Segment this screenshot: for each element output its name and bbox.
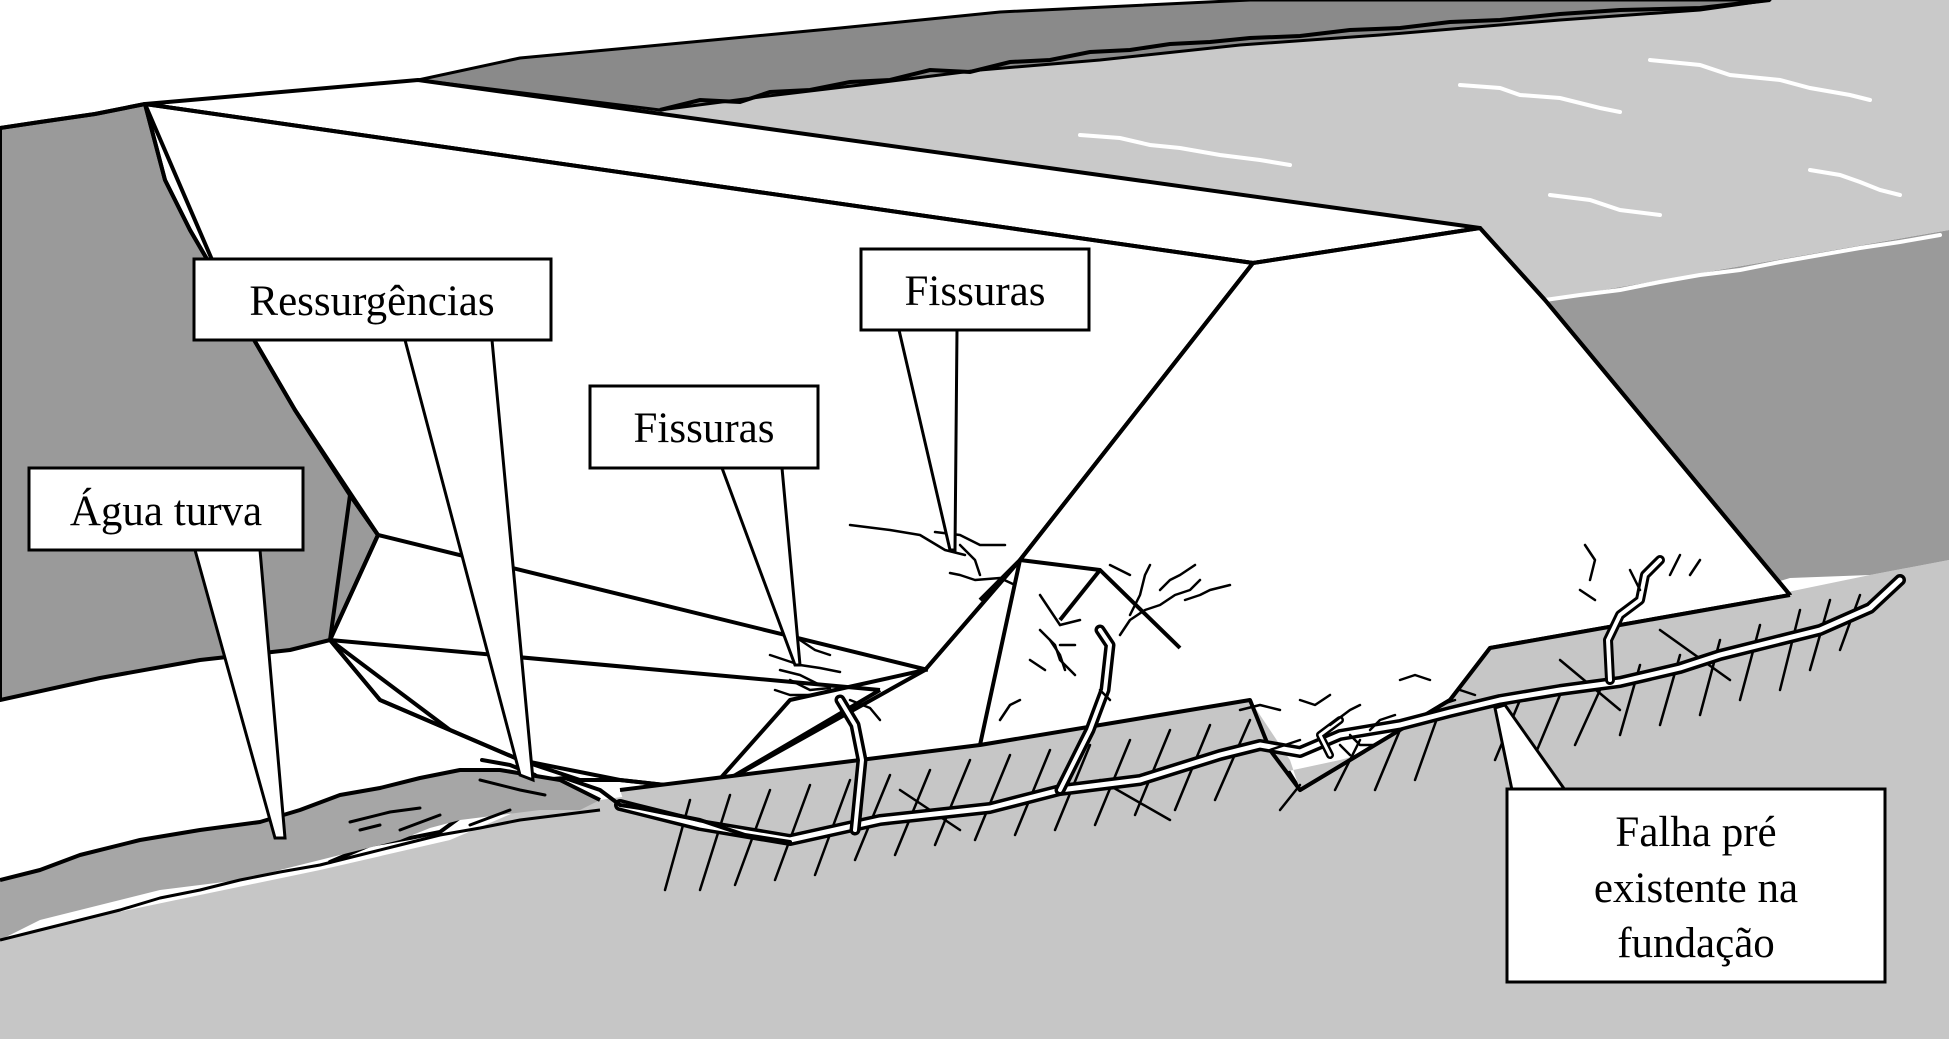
callout-ressurgencias-label: Ressurgências <box>249 278 494 325</box>
callout-falha-label-line1: Falha pré <box>1615 809 1776 856</box>
callout-fissuras-upper-label: Fissuras <box>905 268 1046 315</box>
callout-agua-turva-label: Água turva <box>70 488 262 535</box>
callout-falha-label-line3: fundação <box>1617 920 1775 967</box>
callout-fissuras-lower-label: Fissuras <box>634 405 775 452</box>
callout-falha-label-line2: existente na <box>1594 865 1798 912</box>
